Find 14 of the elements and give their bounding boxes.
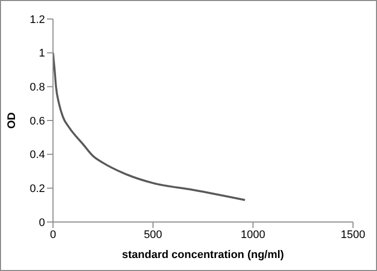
- x-tick-label: 0: [50, 228, 56, 241]
- y-tick-label: 0.8: [30, 82, 45, 94]
- y-tick-label: 0.6: [30, 115, 45, 128]
- y-tick-label: 0.2: [30, 183, 45, 196]
- x-tick-label: 1500: [340, 228, 366, 241]
- y-axis-title: OD: [6, 112, 18, 129]
- x-axis-title: standard concentration (ng/ml): [122, 249, 284, 261]
- y-tick-label: 0.4: [30, 149, 45, 162]
- y-tick-label: 0: [38, 216, 45, 229]
- y-tick-label: 1.2: [30, 14, 45, 26]
- x-tick-label: 1000: [240, 228, 266, 241]
- line-series: [53, 52, 246, 202]
- y-tick-label: 1: [38, 48, 45, 60]
- x-tick-label: 500: [144, 228, 162, 241]
